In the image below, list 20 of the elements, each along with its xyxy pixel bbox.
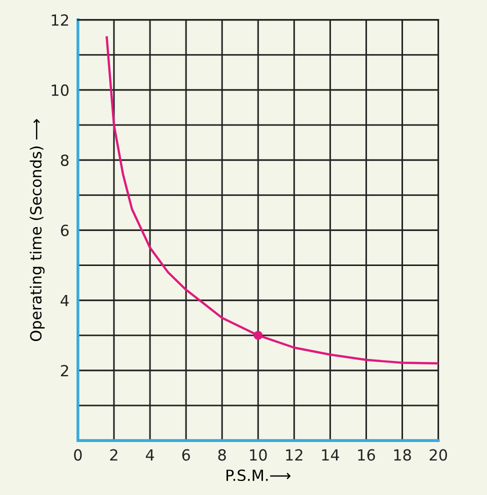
line-series <box>106 36 438 365</box>
y-tick-label: 8 <box>60 154 69 166</box>
x-tick-label: 6 <box>182 449 190 461</box>
x-tick-label: 2 <box>110 449 118 460</box>
x-tick-label: 14 <box>322 449 340 460</box>
x-tick-label: 18 <box>394 449 411 461</box>
y-tick-label: 10 <box>52 84 69 96</box>
y-tick-label: 4 <box>60 294 69 306</box>
x-axis-title: P.S.M.⟶ <box>226 469 290 482</box>
x-tick-label: 20 <box>430 449 448 461</box>
x-tick-label: 8 <box>218 449 226 461</box>
y-tick-label: 2 <box>60 364 68 376</box>
y-tick-label: 6 <box>60 224 69 236</box>
x-tick-label: 10 <box>250 449 267 461</box>
x-tick-label: 4 <box>146 449 154 460</box>
x-tick-label: 16 <box>358 449 375 461</box>
x-tick-label: 12 <box>286 449 302 460</box>
y-axis-title: Operating time (Seconds) ⟶ <box>30 119 45 342</box>
x-tick-label: 0 <box>74 449 82 461</box>
y-tick-label: 12 <box>52 14 68 26</box>
